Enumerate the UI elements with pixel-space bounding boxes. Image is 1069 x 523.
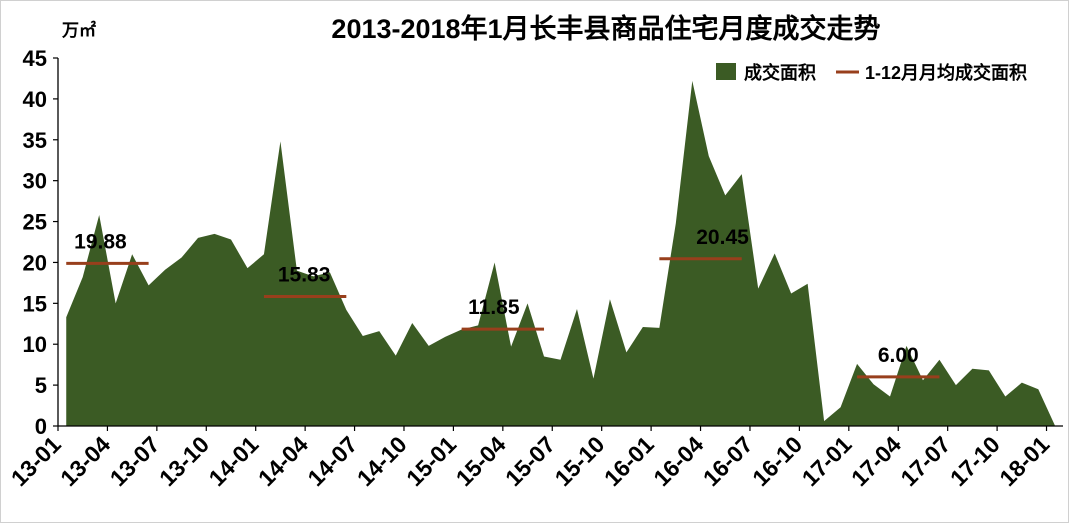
area-data-point: [789, 291, 794, 296]
area-data-point: [822, 419, 827, 424]
area-data-point: [756, 286, 761, 291]
average-value-label: 6.00: [878, 344, 919, 367]
area-data-point: [228, 237, 233, 242]
area-data-point: [673, 221, 678, 226]
area-data-point: [146, 283, 151, 288]
average-value-label: 15.83: [278, 264, 331, 287]
area-data-point: [196, 235, 201, 240]
area-data-point: [64, 315, 69, 320]
chart-title: 2013-2018年1月长丰县商品住宅月度成交走势: [331, 13, 880, 44]
area-data-point: [855, 361, 860, 366]
area-data-point: [261, 252, 266, 257]
area-data-point: [163, 267, 168, 272]
area-data-point: [838, 405, 843, 410]
y-tick-label: 45: [23, 46, 47, 71]
area-data-point: [542, 354, 547, 359]
y-tick-label: 10: [23, 332, 47, 357]
y-axis-unit-label: 万㎡: [61, 20, 96, 40]
legend-label-area: 成交面积: [744, 62, 816, 83]
area-data-point: [888, 394, 893, 399]
area-data-point: [607, 297, 612, 302]
area-data-point: [393, 353, 398, 358]
area-data-point: [624, 350, 629, 355]
area-data-point: [509, 344, 514, 349]
average-value-label: 19.88: [74, 230, 127, 253]
area-data-point: [344, 307, 349, 312]
area-data-point: [986, 368, 991, 373]
area-data-point: [920, 378, 925, 383]
area-data-point: [212, 231, 217, 236]
area-data-point: [640, 325, 645, 330]
legend: 成交面积 1-12月月均成交面积: [716, 62, 1027, 83]
area-data-point: [80, 275, 85, 280]
area-data-point: [591, 376, 596, 381]
area-data-point: [426, 343, 431, 348]
area-data-point: [360, 334, 365, 339]
area-data-point: [805, 281, 810, 286]
y-tick-label: 20: [23, 250, 47, 275]
average-value-label: 20.45: [696, 226, 749, 249]
area-data-point: [871, 382, 876, 387]
area-data-point: [953, 383, 958, 388]
area-data-point: [574, 307, 579, 312]
y-tick-label: 5: [35, 373, 47, 398]
legend-swatch-area: [716, 63, 736, 80]
average-value-label: 11.85: [468, 296, 520, 319]
area-data-point: [97, 213, 102, 218]
area-data-point: [130, 252, 135, 257]
y-tick-label: 15: [23, 291, 47, 316]
area-data-point: [1052, 423, 1057, 428]
area-data-point: [772, 251, 777, 256]
y-tick-label: 35: [23, 128, 47, 153]
area-data-point: [443, 334, 448, 339]
y-tick-label: 25: [23, 210, 47, 235]
area-data-point: [739, 172, 744, 177]
area-data-point: [1019, 380, 1024, 385]
y-tick-label: 0: [35, 414, 47, 439]
area-data-point: [937, 357, 942, 362]
area-data-point: [179, 255, 184, 260]
area-data-point: [706, 154, 711, 159]
area-data-point: [558, 357, 563, 362]
area-data-point: [1003, 394, 1008, 399]
area-data-point: [492, 260, 497, 265]
area-series-path: [66, 80, 1055, 427]
area-data-point: [970, 366, 975, 371]
area-data-point: [1036, 387, 1041, 392]
legend-label-average: 1-12月月均成交面积: [865, 62, 1027, 83]
area-data-point: [245, 266, 250, 271]
area-data-point: [476, 323, 481, 328]
area-data-point: [690, 78, 695, 83]
area-data-point: [410, 320, 415, 325]
area-data-point: [723, 193, 728, 198]
area-data-point: [377, 329, 382, 334]
area-data-point: [657, 325, 662, 330]
area-data-point: [278, 139, 283, 144]
area-data-point: [113, 301, 118, 306]
area-data-point: [525, 301, 530, 306]
y-tick-label: 40: [23, 87, 47, 112]
y-tick-label: 30: [23, 169, 47, 194]
